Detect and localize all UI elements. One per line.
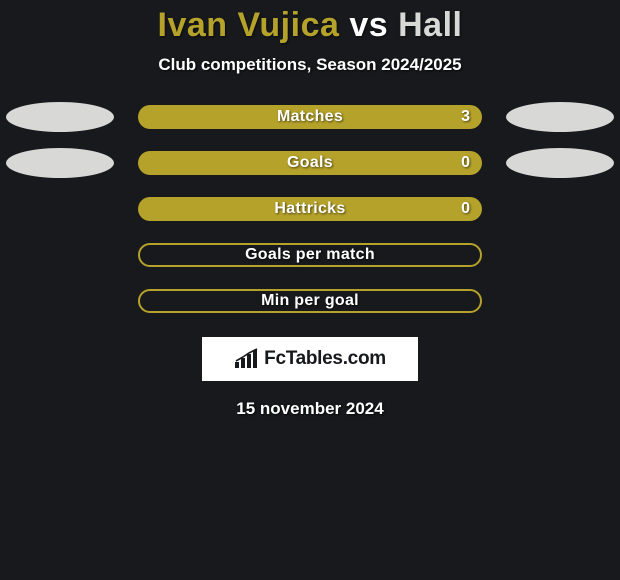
content-wrapper: Ivan Vujica vs Hall Club competitions, S… [0,0,620,419]
stat-bar: Goals 0 [138,151,482,175]
title-player1: Ivan Vujica [158,6,340,44]
stat-value: 0 [461,200,470,218]
logo-text: FcTables.com [264,348,386,370]
chart-bars-icon [234,348,260,370]
stat-bar: Hattricks 0 [138,197,482,221]
stat-value: 3 [461,108,470,126]
stat-row: Min per goal [0,289,620,313]
stat-row: Hattricks 0 [0,197,620,221]
stat-label: Hattricks [274,200,345,218]
stat-rows: Matches 3 Goals 0 Hattricks 0 Goals per match M… [0,105,620,313]
date-text: 15 november 2024 [0,399,620,419]
page-title: Ivan Vujica vs Hall [0,6,620,45]
left-ellipse-icon [6,102,114,132]
title-vs: vs [349,6,388,44]
stat-value: 0 [461,154,470,172]
right-ellipse-icon [506,148,614,178]
logo-box: FcTables.com [202,337,418,381]
stat-bar: Matches 3 [138,105,482,129]
stat-bar: Goals per match [138,243,482,267]
subtitle: Club competitions, Season 2024/2025 [0,55,620,75]
stat-label: Goals [287,154,333,172]
stat-label: Matches [277,108,343,126]
stat-row: Goals per match [0,243,620,267]
stat-row: Matches 3 [0,105,620,129]
right-ellipse-icon [506,102,614,132]
left-ellipse-icon [6,148,114,178]
stat-label: Min per goal [261,292,359,310]
stat-bar: Min per goal [138,289,482,313]
title-player2: Hall [398,6,462,44]
stat-row: Goals 0 [0,151,620,175]
stat-label: Goals per match [245,246,375,264]
